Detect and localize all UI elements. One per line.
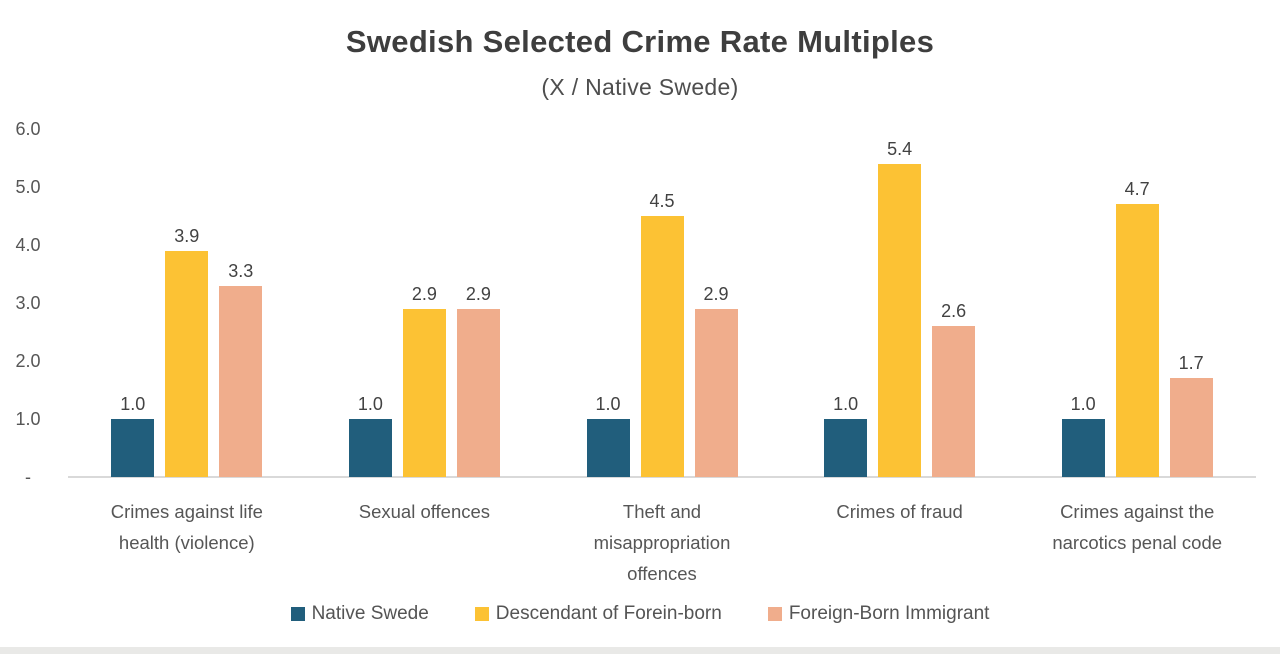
y-axis-tick-label: 3.0 xyxy=(15,293,41,313)
legend-item-native-swede: Native Swede xyxy=(290,603,429,625)
bar-value-label: 2.6 xyxy=(941,301,967,322)
bar-value-label: 1.0 xyxy=(357,394,383,414)
bar-value-label: 4.7 xyxy=(1124,179,1150,200)
category-label: Theft and misappropriation offences xyxy=(543,496,781,589)
category-label-line: Crimes against life xyxy=(110,501,263,522)
bar-foreign-born-immigrant xyxy=(932,326,976,477)
legend-swatch xyxy=(474,607,489,621)
bar-descendant-of-forein-born xyxy=(1115,204,1159,477)
category-label: Crimes against the narcotics penal code xyxy=(1018,496,1256,558)
legend-item-descendant-of-forein-born: Descendant of Forein-born xyxy=(474,603,722,625)
bar-foreign-born-immigrant xyxy=(219,285,263,477)
x-axis-line xyxy=(68,476,1256,478)
chart-title: Swedish Selected Crime Rate Multiples xyxy=(345,24,935,59)
bar-foreign-born-immigrant xyxy=(456,308,500,477)
bar-value-label: 1.0 xyxy=(1070,394,1096,414)
bar-value-label: 1.0 xyxy=(120,394,146,414)
bar-foreign-born-immigrant xyxy=(694,308,738,477)
bar-native-swede xyxy=(111,419,155,477)
bar-native-swede xyxy=(824,419,868,477)
category-label-line: misappropriation xyxy=(593,532,731,553)
category-label-line: Crimes of fraud xyxy=(836,501,963,522)
bar-value-label: 2.9 xyxy=(411,283,437,304)
bar-value-label: 1.0 xyxy=(833,394,859,414)
category-label: Crimes against life health (violence) xyxy=(68,496,306,558)
y-axis-tick-label: 1.0 xyxy=(15,409,41,429)
y-axis-tick-label: - xyxy=(25,467,31,487)
bar-value-label: 1.0 xyxy=(595,394,621,414)
bar-value-label: 2.9 xyxy=(465,283,491,304)
legend-swatch xyxy=(767,607,782,621)
bar-descendant-of-forein-born xyxy=(640,216,684,477)
bar-value-label: 3.9 xyxy=(174,225,200,246)
category-label-line: Crimes against the xyxy=(1060,501,1215,522)
y-axis-tick-label: 6.0 xyxy=(15,119,41,139)
category-label-line: Theft and xyxy=(622,501,702,522)
category-label-line: narcotics penal code xyxy=(1052,532,1223,553)
legend-label: Foreign-Born Immigrant xyxy=(788,603,990,624)
y-axis-tick-label: 4.0 xyxy=(15,235,41,255)
legend-item-foreign-born-immigrant: Foreign-Born Immigrant xyxy=(767,603,990,625)
legend-label: Native Swede xyxy=(311,603,429,624)
legend: Native Swede Descendant of Forein-born For… xyxy=(0,603,1280,625)
y-axis-tick-label: 2.0 xyxy=(15,351,41,371)
y-axis-tick-label: 5.0 xyxy=(15,177,41,197)
legend-label: Descendant of Forein-born xyxy=(495,603,722,624)
category-label: Sexual offences xyxy=(306,496,544,527)
category-label-line: health (violence) xyxy=(118,532,255,553)
bar-value-label: 3.3 xyxy=(228,260,254,281)
category-label-line: offences xyxy=(627,563,697,584)
bar-value-label: 1.7 xyxy=(1178,353,1204,374)
bar-native-swede xyxy=(348,419,392,477)
category-label: Crimes of fraud xyxy=(781,496,1019,527)
bar-native-swede xyxy=(586,419,630,477)
legend-swatch xyxy=(290,607,305,621)
bar-foreign-born-immigrant xyxy=(1169,378,1213,477)
bar-value-label: 4.5 xyxy=(649,191,675,211)
bar-descendant-of-forein-born xyxy=(878,163,922,477)
bar-value-label: 5.4 xyxy=(887,138,913,159)
chart-subtitle: (X / Native Swede) xyxy=(541,74,739,100)
bar-descendant-of-forein-born xyxy=(165,250,209,477)
bar-value-label: 2.9 xyxy=(703,283,729,304)
category-label-line: Sexual offences xyxy=(358,501,491,522)
bar-native-swede xyxy=(1061,419,1105,477)
bottom-strip xyxy=(0,647,1280,654)
bar-descendant-of-forein-born xyxy=(402,308,446,477)
